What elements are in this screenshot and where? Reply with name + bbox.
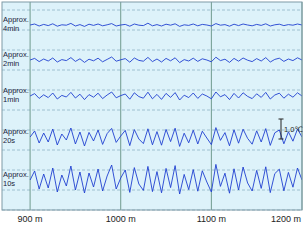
y-grid-line — [2, 110, 302, 111]
series-label: Approx.20s — [3, 127, 29, 145]
series-label: Approx.2min — [3, 50, 29, 68]
scale-bar-cap — [279, 119, 284, 120]
x-tick-label: 1100 m — [197, 214, 226, 224]
trace — [30, 92, 302, 100]
trace — [30, 23, 302, 26]
trace — [30, 57, 302, 63]
scale-bar-label: 1.0℃ — [284, 125, 303, 134]
y-grid-line — [2, 150, 302, 151]
trace — [30, 164, 302, 194]
traces — [30, 23, 302, 194]
plot-background — [2, 2, 302, 210]
plot-frame — [2, 2, 302, 210]
chart: Approx.4min Approx.2min Approx.1min Approx.… — [0, 0, 303, 226]
y-grid-line — [2, 30, 302, 31]
x-tick-label: 900 m — [18, 214, 43, 224]
scale-bar — [279, 119, 284, 139]
x-grid-line — [211, 2, 212, 210]
scale-bar-cap — [279, 139, 284, 140]
y-grid-line — [2, 130, 302, 131]
y-grid-line — [2, 70, 302, 71]
x-tick-label: 1000 m — [106, 214, 136, 224]
series-label: Approx.1min — [3, 86, 29, 104]
trace — [30, 128, 302, 147]
series-label: Approx.10s — [3, 170, 29, 188]
y-grid-line — [2, 50, 302, 51]
series-label: Approx.4min — [3, 15, 29, 33]
y-grid-line — [2, 10, 302, 11]
y-grid-line — [2, 90, 302, 91]
x-tick-label: 1200 m — [271, 214, 301, 224]
scale-bar-line — [281, 119, 282, 139]
